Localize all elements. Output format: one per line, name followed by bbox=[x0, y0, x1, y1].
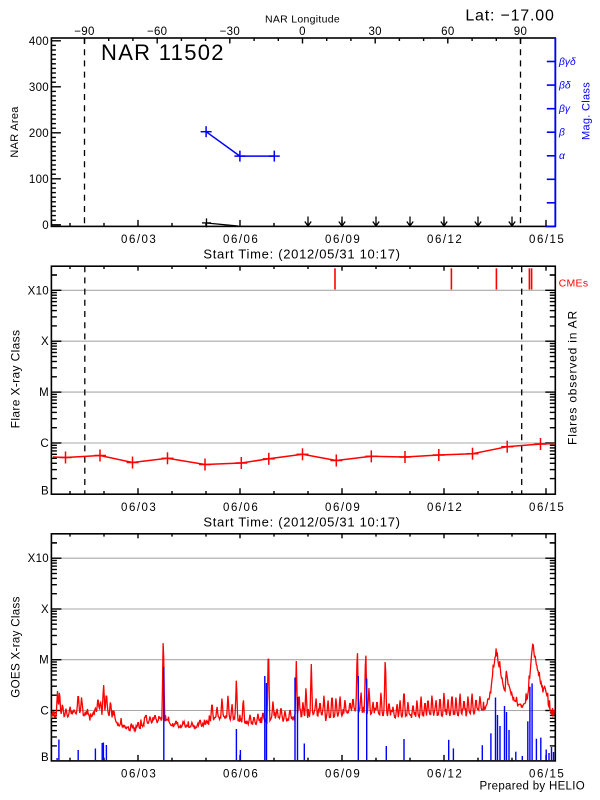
svg-text:GOES X-ray Class: GOES X-ray Class bbox=[10, 596, 23, 697]
svg-text:NAR Longitude: NAR Longitude bbox=[265, 13, 340, 25]
svg-text:200: 200 bbox=[29, 128, 49, 140]
svg-text:06/09: 06/09 bbox=[325, 769, 361, 781]
svg-text:β: β bbox=[558, 128, 565, 139]
svg-text:400: 400 bbox=[29, 36, 49, 48]
svg-text:06/03: 06/03 bbox=[121, 769, 157, 781]
svg-text:0: 0 bbox=[299, 26, 306, 38]
svg-text:Prepared by HELIO: Prepared by HELIO bbox=[480, 781, 585, 793]
svg-text:NAR Area: NAR Area bbox=[9, 106, 21, 158]
svg-text:Flares observed in AR: Flares observed in AR bbox=[566, 310, 580, 445]
svg-text:B: B bbox=[41, 486, 49, 498]
svg-text:X10: X10 bbox=[28, 553, 49, 565]
svg-text:−90: −90 bbox=[74, 26, 94, 38]
svg-text:NAR 11502: NAR 11502 bbox=[101, 40, 225, 65]
svg-text:βδ: βδ bbox=[558, 81, 571, 92]
svg-text:Flare X-ray Class: Flare X-ray Class bbox=[9, 330, 23, 429]
svg-text:Start Time: (2012/05/31 10:17): Start Time: (2012/05/31 10:17) bbox=[203, 247, 400, 262]
svg-text:Lat: −17.00: Lat: −17.00 bbox=[465, 8, 554, 25]
svg-text:X10: X10 bbox=[28, 285, 49, 297]
svg-text:06/09: 06/09 bbox=[325, 234, 361, 246]
svg-text:06/03: 06/03 bbox=[121, 502, 157, 514]
svg-text:CMEs: CMEs bbox=[559, 278, 589, 290]
svg-text:06/15: 06/15 bbox=[529, 234, 565, 246]
svg-text:06/06: 06/06 bbox=[223, 769, 259, 781]
svg-text:Mag. Class: Mag. Class bbox=[581, 82, 593, 140]
svg-text:90: 90 bbox=[514, 26, 527, 38]
svg-text:βγ: βγ bbox=[558, 104, 571, 115]
svg-text:−30: −30 bbox=[220, 26, 240, 38]
svg-text:Start Time: (2012/05/31 10:17): Start Time: (2012/05/31 10:17) bbox=[203, 514, 400, 529]
svg-text:B: B bbox=[41, 752, 49, 764]
svg-text:06/09: 06/09 bbox=[325, 502, 361, 514]
svg-text:M: M bbox=[39, 387, 49, 399]
svg-text:βγδ: βγδ bbox=[558, 57, 576, 68]
svg-text:30: 30 bbox=[368, 26, 381, 38]
svg-text:X: X bbox=[41, 604, 49, 616]
svg-text:06/03: 06/03 bbox=[121, 234, 157, 246]
svg-text:06/15: 06/15 bbox=[529, 769, 565, 781]
svg-text:06/12: 06/12 bbox=[427, 502, 463, 514]
svg-text:06/12: 06/12 bbox=[427, 234, 463, 246]
svg-text:06/15: 06/15 bbox=[529, 502, 565, 514]
svg-text:06/12: 06/12 bbox=[427, 769, 463, 781]
svg-text:100: 100 bbox=[29, 174, 49, 186]
svg-text:−60: −60 bbox=[147, 26, 167, 38]
svg-text:X: X bbox=[41, 336, 49, 348]
svg-text:06/06: 06/06 bbox=[223, 234, 259, 246]
svg-text:M: M bbox=[39, 655, 49, 667]
svg-text:α: α bbox=[559, 151, 566, 162]
svg-text:06/06: 06/06 bbox=[223, 502, 259, 514]
svg-text:0: 0 bbox=[42, 220, 49, 232]
svg-text:300: 300 bbox=[29, 82, 49, 94]
svg-text:60: 60 bbox=[441, 26, 454, 38]
svg-text:C: C bbox=[40, 438, 49, 450]
svg-text:C: C bbox=[40, 705, 49, 717]
